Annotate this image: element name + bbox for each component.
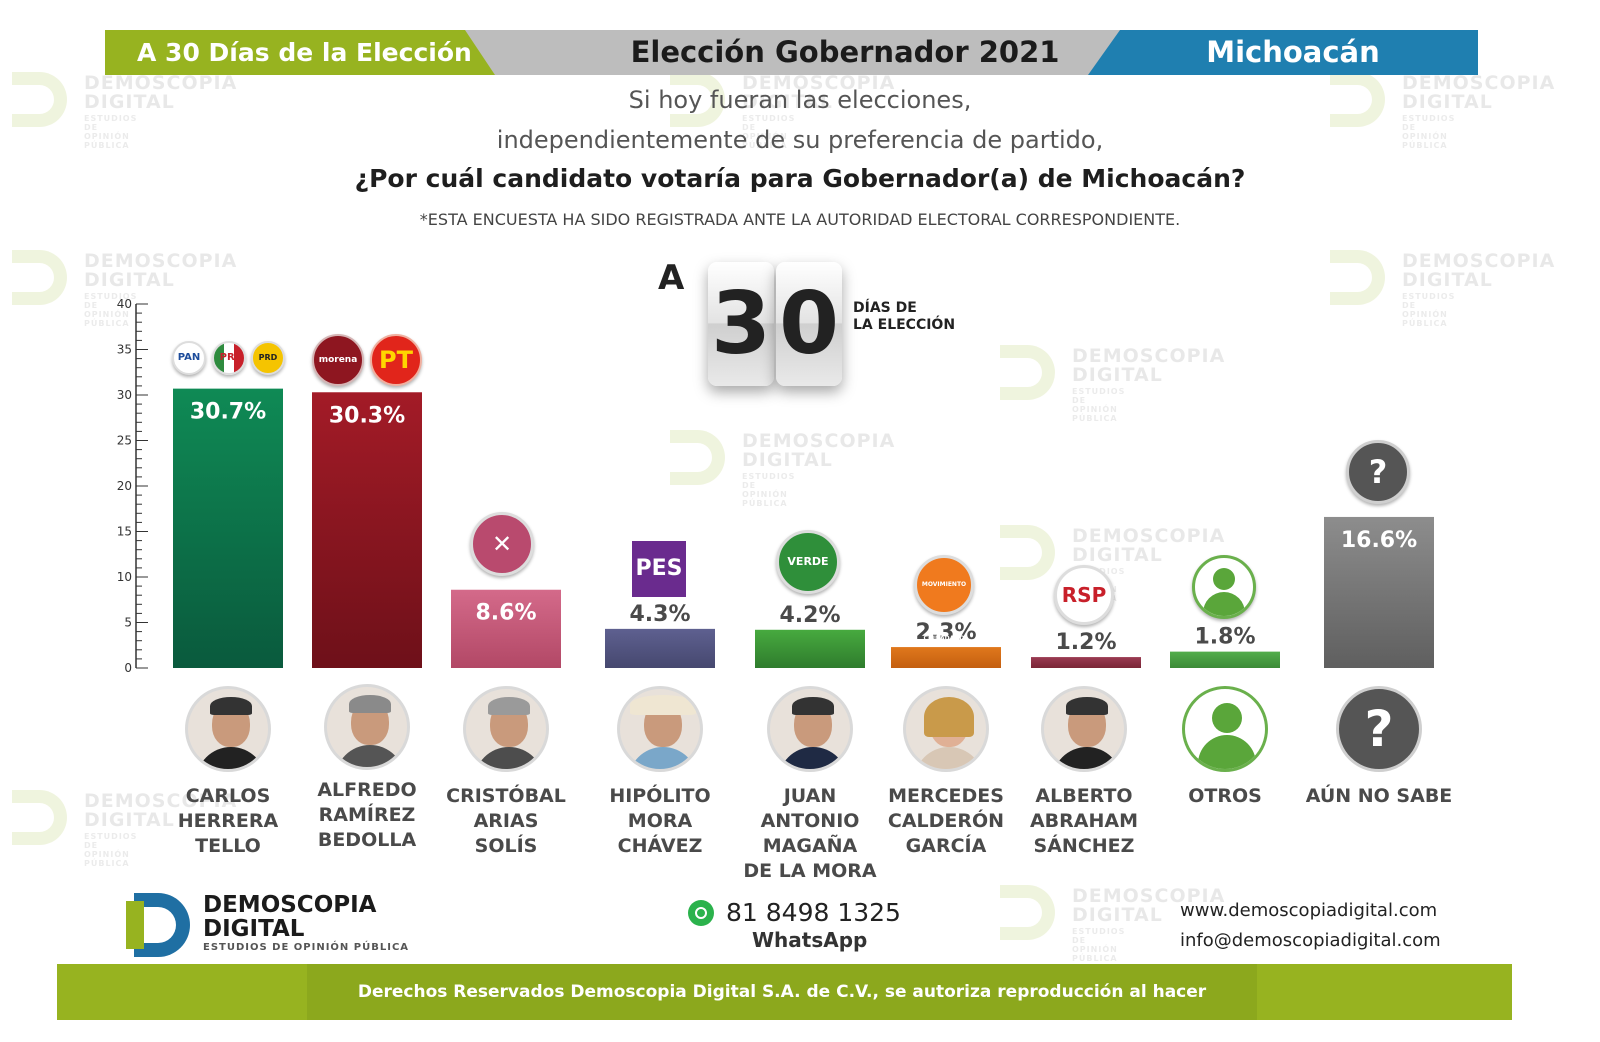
whatsapp-icon <box>688 900 714 926</box>
generic-person-icon <box>1182 686 1268 772</box>
candidate: CARLOS HERRERA TELLO <box>148 686 308 859</box>
candidate-name: HIPÓLITO MORA CHÁVEZ <box>609 785 711 857</box>
candidate: MERCEDES CALDERÓN GARCÍA <box>866 686 1026 859</box>
bar <box>605 628 715 668</box>
days-to-election-label: A 30 Días de la Elección <box>105 30 495 75</box>
question-icon: ? <box>1336 686 1422 772</box>
candidate-name: OTROS <box>1188 785 1262 807</box>
bar <box>891 647 1001 668</box>
data-label: 1.8% <box>1194 625 1255 650</box>
candidate-photo <box>185 686 271 772</box>
flip-digit: 0 <box>776 262 842 386</box>
candidate-name: ALBERTO ABRAHAM SÁNCHEZ <box>1029 785 1139 857</box>
candidate: OTROS <box>1145 686 1305 809</box>
state-label: Michoacán <box>1088 30 1478 75</box>
candidate-photo <box>1041 686 1127 772</box>
data-label: 30.3% <box>329 403 405 428</box>
generic-person-icon <box>1192 555 1256 619</box>
data-label: 2.3% <box>915 620 976 645</box>
email-link[interactable]: info@demoscopiadigital.com <box>1180 930 1441 951</box>
candidate: CRISTÓBAL ARIAS SOLÍS <box>426 686 586 859</box>
y-tick-label: 0 <box>124 661 132 675</box>
data-label: 4.2% <box>779 603 840 628</box>
badge-caption: DÍAS DE LA ELECCIÓN <box>853 300 956 333</box>
data-label: 30.7% <box>190 400 266 425</box>
bar <box>451 589 561 668</box>
bar <box>312 392 422 668</box>
candidate: HIPÓLITO MORA CHÁVEZ <box>580 686 740 859</box>
y-tick-label: 30 <box>117 388 132 402</box>
whatsapp-label: WhatsApp <box>752 928 868 952</box>
pan-logo: PAN <box>172 341 206 375</box>
candidate-photo <box>767 686 853 772</box>
pes-logo: PES <box>632 541 686 597</box>
verde-logo: VERDE <box>776 530 840 594</box>
bar <box>1031 657 1141 668</box>
question-line-2: independientemente de su preferencia de … <box>496 126 1104 154</box>
candidate-name: AÚN NO SABE <box>1305 785 1453 807</box>
flip-digit: 3 <box>708 262 774 386</box>
rights-notice: Derechos Reservados Demoscopia Digital S… <box>307 964 1257 1042</box>
pt-logo: PT <box>370 334 422 386</box>
data-label: 1.2% <box>1055 630 1116 655</box>
header-banner: A 30 Días de la Elección Elección Gobern… <box>105 30 1478 75</box>
candidate: ALBERTO ABRAHAM SÁNCHEZ <box>1004 686 1164 859</box>
fuerza-por-mexico-logo: ✕ <box>470 512 534 576</box>
bar <box>173 388 283 668</box>
data-label: 4.3% <box>629 602 690 627</box>
website-link[interactable]: www.demoscopiadigital.com <box>1180 900 1438 921</box>
brand-name: DIGITAL <box>203 916 305 942</box>
candidate: ALFREDO RAMÍREZ BEDOLLA <box>287 684 447 853</box>
candidate-name: ALFREDO RAMÍREZ BEDOLLA <box>317 779 417 851</box>
candidate-name: JUAN ANTONIO MAGAÑA DE LA MORA <box>743 785 877 882</box>
candidate-photo <box>903 686 989 772</box>
page-title: Elección Gobernador 2021 <box>630 35 1060 69</box>
footer-bar: Derechos Reservados Demoscopia Digital S… <box>57 964 1512 1042</box>
candidate-name: CRISTÓBAL ARIAS SOLÍS <box>446 785 566 857</box>
question-icon: ? <box>1346 440 1410 504</box>
y-tick-label: 35 <box>117 343 132 357</box>
candidate-photo <box>324 684 410 770</box>
y-tick-label: 20 <box>117 479 132 493</box>
morena-logo: morena <box>312 334 364 386</box>
candidate-name: MERCEDES CALDERÓN GARCÍA <box>887 785 1005 857</box>
data-label: 8.6% <box>475 601 536 626</box>
rsp-logo: RSP <box>1054 565 1114 625</box>
data-label: 16.6% <box>1341 528 1417 553</box>
brand-tagline: ESTUDIOS DE OPINIÓN PÚBLICA <box>203 942 410 953</box>
bar <box>1324 516 1434 668</box>
bar-chart: 0 5 10 15 20 25 30 35 40 30.7% 30.3% 8.6% 4.3% 4.2% 2.… <box>117 297 1434 675</box>
y-tick-label: 15 <box>117 525 132 539</box>
question-line-1: Si hoy fueran las elecciones, <box>628 86 972 114</box>
candidate: JUAN ANTONIO MAGAÑA DE LA MORA <box>730 686 890 884</box>
brand-name: DEMOSCOPIA <box>203 892 377 918</box>
movimiento-ciudadano-logo: MOVIMIENTO CIUDADANO <box>914 555 974 642</box>
candidate-name: CARLOS HERRERA TELLO <box>177 785 279 857</box>
candidate: ? AÚN NO SABE <box>1299 686 1459 809</box>
y-tick-label: 40 <box>117 297 132 311</box>
phone-number[interactable]: 81 8498 1325 <box>726 898 901 927</box>
question-line-3: ¿Por cuál candidato votaría para Goberna… <box>354 164 1246 193</box>
y-tick-label: 5 <box>124 616 132 630</box>
pri-logo: PRI <box>212 341 246 375</box>
badge-a: A <box>658 258 685 298</box>
registration-note: *ESTA ENCUESTA HA SIDO REGISTRADA ANTE L… <box>419 210 1181 229</box>
prd-logo: PRD <box>251 341 285 375</box>
bar <box>1170 651 1280 668</box>
brand-logo <box>118 893 190 957</box>
bar <box>755 629 865 668</box>
y-tick-label: 10 <box>117 570 132 584</box>
candidate-photo <box>463 686 549 772</box>
y-tick-label: 25 <box>117 434 132 448</box>
candidate-photo <box>617 686 703 772</box>
